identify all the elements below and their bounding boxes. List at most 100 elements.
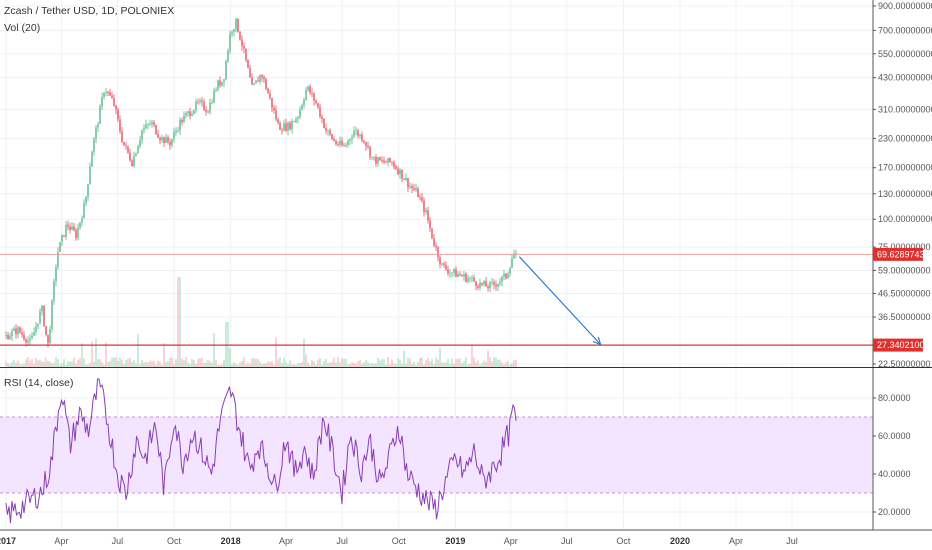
candle-body bbox=[289, 122, 291, 130]
volume-bar bbox=[341, 358, 343, 367]
volume-bar bbox=[169, 357, 171, 367]
volume-bar bbox=[453, 363, 455, 367]
volume-bar bbox=[79, 358, 81, 367]
candle-body bbox=[453, 269, 455, 273]
candle-body bbox=[375, 157, 377, 164]
volume-bar bbox=[91, 341, 93, 367]
candle-body bbox=[361, 134, 363, 141]
candle-body bbox=[37, 323, 39, 327]
pane-divider[interactable] bbox=[0, 367, 932, 368]
volume-bar bbox=[315, 364, 317, 367]
time-tick-label: Jul bbox=[336, 536, 348, 546]
volume-bar bbox=[401, 363, 403, 367]
projection-arrow[interactable] bbox=[518, 256, 602, 346]
volume-bar bbox=[253, 357, 255, 367]
volume-bar bbox=[465, 357, 467, 367]
time-axis[interactable]: 2017 Apr Jul Oct 2018 Apr Jul Oct 2019 Apr Jul Oct 2… bbox=[0, 529, 932, 546]
rsi-axis[interactable]: 80.0000 60.0000 40.0000 20.0000 bbox=[873, 393, 911, 517]
volume-bar bbox=[437, 359, 439, 367]
candle-body bbox=[275, 110, 277, 120]
candle-body bbox=[291, 121, 293, 130]
symbol-title[interactable]: Zcash / Tether USD, 1D, POLONIEX bbox=[4, 5, 175, 17]
volume-bar bbox=[485, 362, 487, 367]
candle-body bbox=[53, 281, 55, 301]
candle-body bbox=[259, 75, 261, 82]
candle-body bbox=[459, 274, 461, 276]
candle-body bbox=[117, 109, 119, 120]
volume-bar bbox=[365, 360, 367, 367]
candle-body bbox=[335, 140, 337, 145]
candle-body bbox=[277, 119, 279, 123]
support-level-badge[interactable]: 27.34021000 bbox=[877, 340, 930, 350]
volume-bar bbox=[515, 359, 517, 367]
candle-body bbox=[201, 100, 203, 102]
volume-bar bbox=[507, 360, 509, 367]
candle-body bbox=[445, 264, 447, 270]
horizontal-lines[interactable] bbox=[0, 253, 873, 346]
volume-bar bbox=[15, 363, 17, 367]
candle-body bbox=[217, 80, 219, 90]
volume-bar bbox=[213, 333, 215, 367]
volume-bar bbox=[197, 358, 199, 367]
candle-body bbox=[389, 157, 391, 162]
candle-body bbox=[407, 178, 409, 188]
time-tick-label: Oct bbox=[392, 536, 407, 546]
candle-body bbox=[197, 101, 199, 103]
volume-bar bbox=[409, 358, 411, 367]
candle-body bbox=[79, 222, 81, 228]
candle-body bbox=[67, 224, 69, 227]
candle-body bbox=[463, 273, 465, 277]
volume-bar bbox=[53, 362, 55, 367]
candle-body bbox=[35, 326, 37, 333]
volume-bar bbox=[163, 343, 165, 367]
volume-bar bbox=[411, 364, 413, 367]
candle-body bbox=[183, 115, 185, 123]
volume-bar bbox=[311, 360, 313, 367]
volume-bar bbox=[233, 362, 235, 367]
volume-bar bbox=[467, 364, 469, 367]
time-tick-label: Jul bbox=[112, 536, 124, 546]
candle-body bbox=[123, 141, 125, 146]
candle-body bbox=[25, 339, 27, 343]
volume-bar bbox=[223, 359, 225, 367]
rsi-legend[interactable]: RSI (14, close) bbox=[4, 377, 74, 389]
volume-bar bbox=[161, 364, 163, 367]
price-axis[interactable]: 900.00000000 700.00000000 550.00000000 430.… bbox=[872, 0, 932, 530]
volume-bar bbox=[49, 361, 51, 367]
candle-body bbox=[281, 129, 283, 131]
volume-bar bbox=[471, 344, 473, 367]
volume-bar bbox=[35, 357, 37, 367]
candle-body bbox=[443, 263, 445, 265]
rsi-tick-label: 20.0000 bbox=[878, 507, 911, 517]
current-price-badge[interactable]: 69.62897438 bbox=[877, 249, 930, 259]
volume-bar bbox=[139, 364, 141, 367]
rsi-tick-label: 60.0000 bbox=[878, 431, 911, 441]
volume-bar bbox=[351, 361, 353, 367]
candle-body bbox=[73, 226, 75, 231]
volume-bar bbox=[77, 359, 79, 367]
arrow-head[interactable] bbox=[592, 336, 602, 346]
candle-body bbox=[185, 113, 187, 116]
support-level-badge-bg[interactable] bbox=[873, 338, 923, 352]
volume-bar bbox=[201, 357, 203, 367]
volume-bar bbox=[119, 357, 121, 367]
volume-bar bbox=[129, 357, 131, 367]
volume-bar bbox=[101, 362, 103, 367]
volume-bar bbox=[389, 364, 391, 367]
volume-legend[interactable]: Vol (20) bbox=[4, 22, 41, 34]
candle-body bbox=[227, 50, 229, 62]
candle-body bbox=[107, 91, 109, 93]
volume-bar bbox=[125, 359, 127, 367]
volume-bar bbox=[501, 362, 503, 367]
candle-body bbox=[119, 119, 121, 132]
candle-body bbox=[317, 103, 319, 108]
volume-bar bbox=[127, 358, 129, 367]
candle-body bbox=[109, 92, 111, 96]
candle-body bbox=[505, 273, 507, 278]
current-price-badge-bg[interactable] bbox=[873, 247, 923, 261]
arrow-shaft[interactable] bbox=[518, 256, 602, 345]
candle-body bbox=[319, 107, 321, 117]
candle-body bbox=[409, 186, 411, 188]
candle-body bbox=[253, 83, 255, 85]
